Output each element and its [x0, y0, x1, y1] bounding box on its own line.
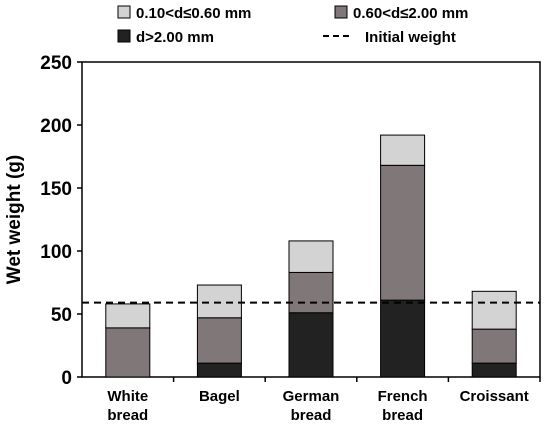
bar-segment — [288, 271, 334, 314]
bar-segment — [196, 317, 242, 364]
legend-swatch — [117, 29, 131, 43]
y-axis-title: Wet weight (g) — [4, 155, 25, 284]
y-tick-label: 250 — [40, 53, 72, 74]
legend-swatch — [117, 5, 131, 19]
legend-label: d>2.00 mm — [136, 29, 214, 46]
bar-segment — [380, 134, 426, 166]
bar-segment — [380, 299, 426, 378]
bar-segment — [471, 362, 517, 378]
y-tick-label: 50 — [51, 305, 72, 326]
category-label: Bagel — [199, 388, 240, 405]
bar-segment — [288, 240, 334, 273]
y-tick-label: 200 — [40, 116, 72, 137]
y-tick-label: 0 — [61, 368, 72, 389]
bar-segment — [380, 164, 426, 301]
category-label-line: bread — [291, 407, 332, 424]
category-label-line: Bagel — [199, 388, 240, 405]
y-tick-label: 100 — [40, 242, 72, 263]
bar-segment — [471, 328, 517, 364]
legend-label: 0.10<d≤0.60 mm — [136, 5, 251, 22]
category-label-line: bread — [382, 407, 423, 424]
bar-segment — [105, 303, 151, 329]
bar-segment — [105, 327, 151, 378]
category-label: German bread — [283, 388, 340, 424]
y-tick-label: 150 — [40, 179, 72, 200]
category-label: Croissant — [460, 388, 529, 405]
category-label-line: French — [378, 388, 428, 405]
category-label-line: German — [283, 388, 340, 405]
bar-segment — [196, 362, 242, 378]
bar-segment — [471, 290, 517, 330]
bar-segment — [196, 284, 242, 319]
category-label-line: bread — [107, 407, 148, 424]
legend-swatch — [334, 5, 348, 19]
legend-label: Initial weight — [365, 29, 456, 46]
category-label: White bread — [107, 388, 148, 424]
category-label: French bread — [378, 388, 428, 424]
legend-label: 0.60<d≤2.00 mm — [353, 5, 468, 22]
bar-segment — [288, 312, 334, 378]
category-label-line: White — [107, 388, 148, 405]
category-label-line: Croissant — [460, 388, 529, 405]
